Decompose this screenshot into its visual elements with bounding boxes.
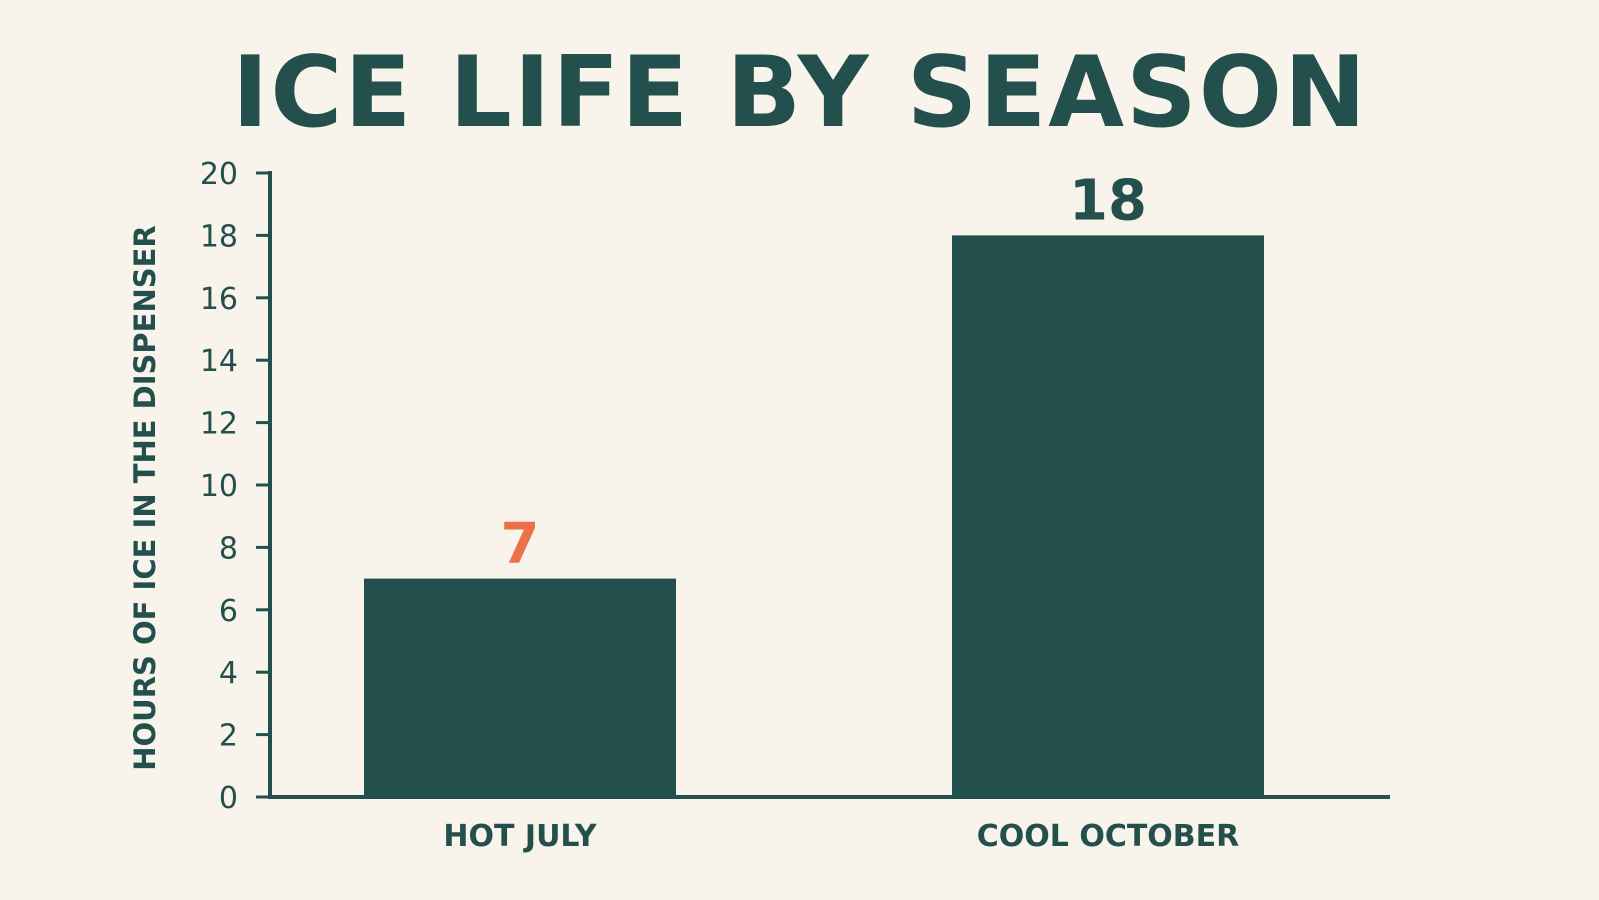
bar-value-label: 7 xyxy=(501,512,540,577)
y-tick-label: 14 xyxy=(200,344,238,379)
y-tick-label: 8 xyxy=(219,531,238,566)
y-tick-label: 0 xyxy=(219,781,238,816)
y-axis: 0 2 4 6 8 10 12 14 16 18 20 xyxy=(200,157,270,816)
chart-title: ICE LIFE BY SEASON xyxy=(232,36,1368,150)
y-tick-label: 18 xyxy=(200,219,238,254)
y-axis-label: HOURS OF ICE IN THE DISPENSER xyxy=(128,225,162,771)
bar-value-label: 18 xyxy=(1069,168,1147,233)
x-tick-label: HOT JULY xyxy=(443,819,597,854)
x-tick-label: COOL OCTOBER xyxy=(977,819,1240,854)
y-tick-label: 20 xyxy=(200,157,238,192)
y-tick-label: 6 xyxy=(219,594,238,629)
bars-group: 7 18 xyxy=(364,168,1264,797)
bar xyxy=(952,235,1264,797)
y-tick-label: 4 xyxy=(219,656,238,691)
y-tick-label: 16 xyxy=(200,282,238,317)
y-tick-label: 12 xyxy=(200,407,238,442)
x-axis-labels: HOT JULY COOL OCTOBER xyxy=(443,819,1239,854)
y-tick-label: 2 xyxy=(219,719,238,754)
y-tick-label: 10 xyxy=(200,469,238,504)
bar xyxy=(364,578,676,797)
